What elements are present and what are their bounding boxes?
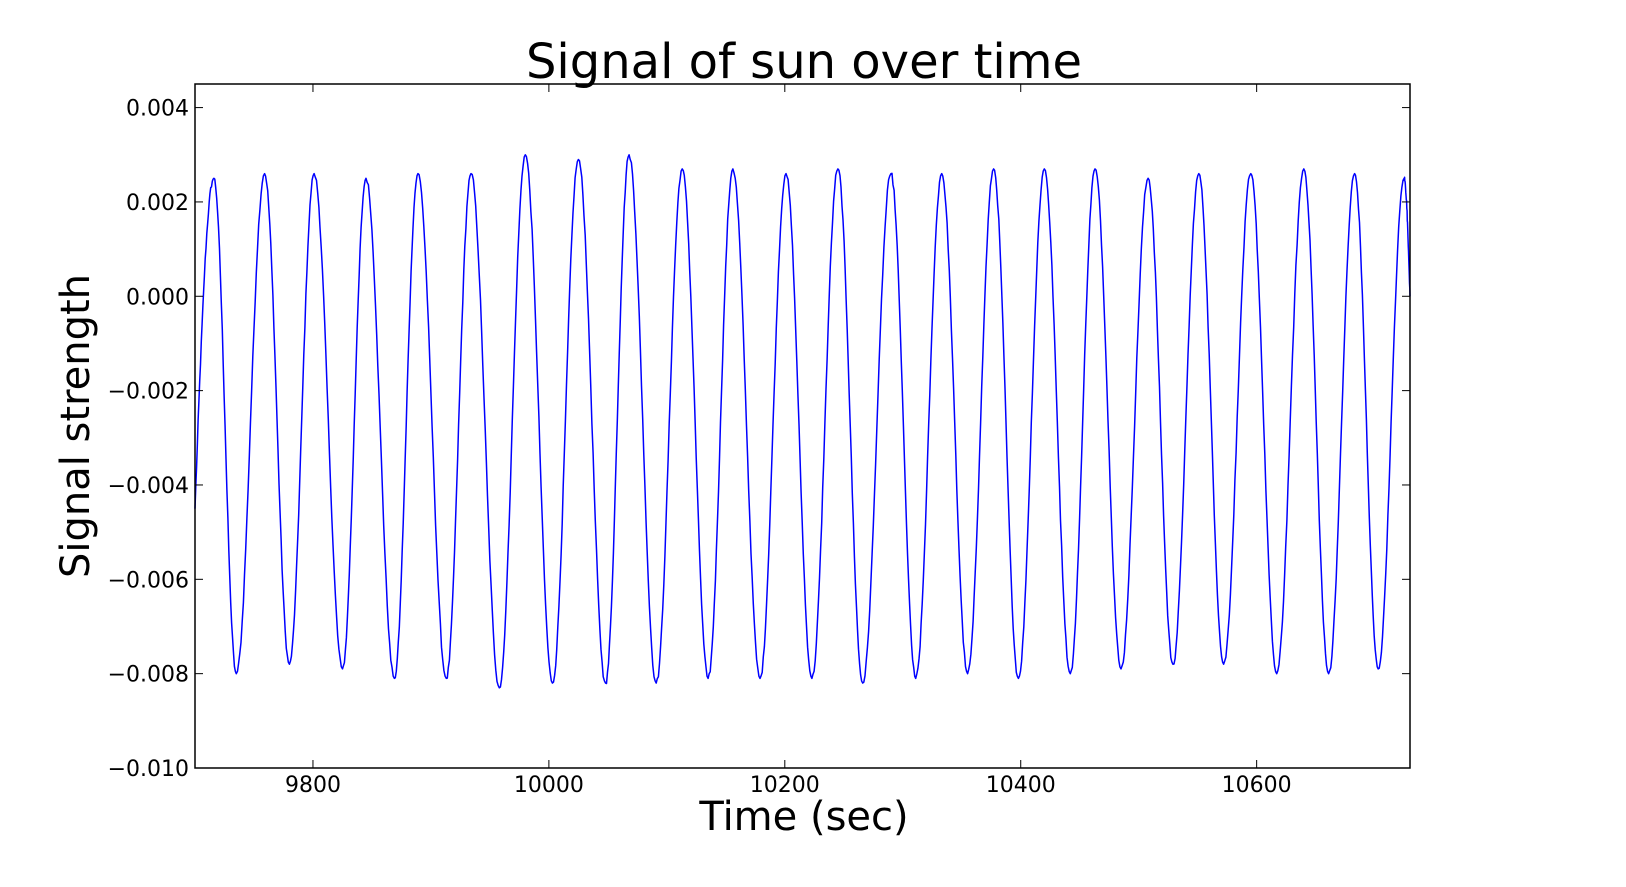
signal-line	[194, 154, 1411, 689]
y-axis-label: Signal strength	[53, 274, 99, 578]
y-tick-label: −0.006	[108, 568, 189, 593]
y-axis: 0.004 0.002 0.000 −0.002 −0.004 −0.006 −0.008 −…	[108, 97, 1410, 782]
y-tick-label: 0.000	[126, 285, 189, 310]
x-tick-label: 9800	[285, 773, 341, 798]
x-tick-label: 10400	[986, 773, 1056, 798]
y-tick-label: 0.002	[126, 191, 189, 216]
chart-title: Signal of sun over time	[526, 34, 1082, 90]
x-axis-label: Time (sec)	[698, 794, 908, 840]
plot-frame	[194, 83, 1411, 769]
y-tick-label: −0.008	[108, 663, 189, 688]
x-tick-label: 10600	[1222, 773, 1292, 798]
plot-area	[194, 83, 1411, 769]
x-axis: 9800 10000 10200 10400 10600	[285, 84, 1292, 798]
y-tick-label: −0.002	[108, 380, 189, 405]
y-tick-label: −0.010	[108, 757, 189, 782]
y-tick-label: −0.004	[108, 474, 189, 499]
x-tick-label: 10000	[514, 773, 584, 798]
y-tick-label: 0.004	[126, 97, 189, 122]
x-tick-label: 10200	[750, 773, 820, 798]
